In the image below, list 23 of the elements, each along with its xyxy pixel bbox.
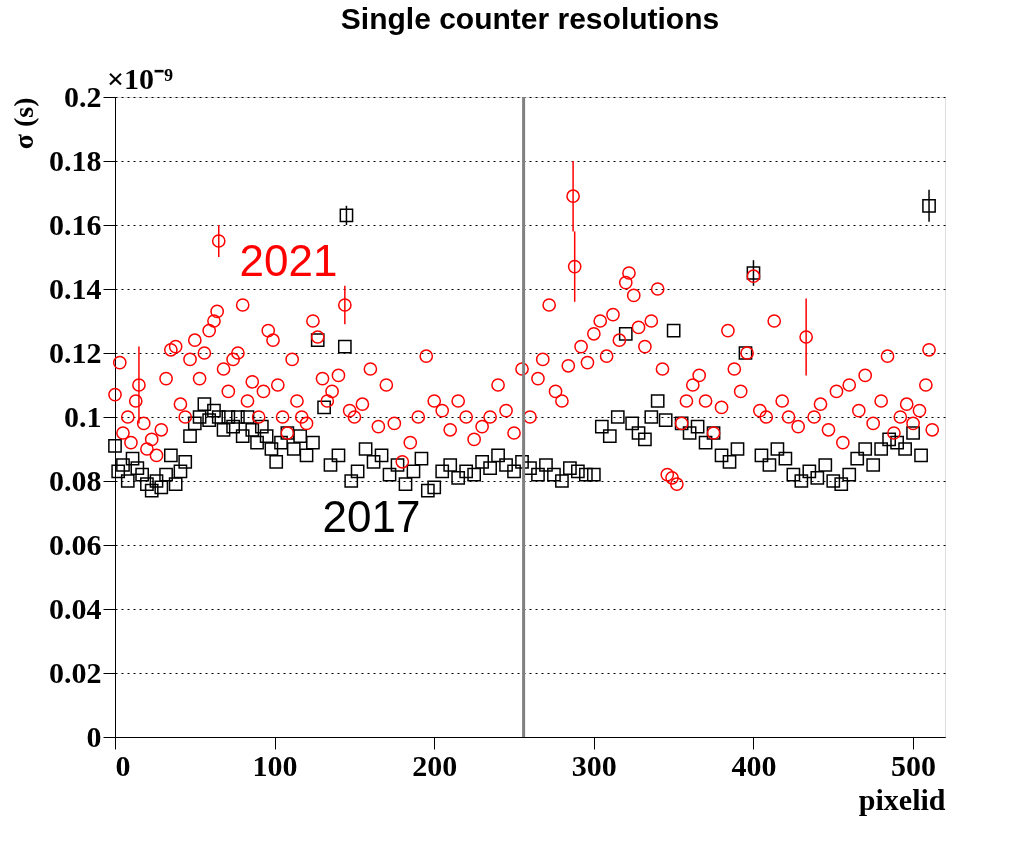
y-tick-label: 0.16 bbox=[49, 207, 102, 241]
x-tick-label: 500 bbox=[891, 748, 937, 782]
text: ×10⁻⁹ bbox=[107, 62, 174, 95]
y-tick-label: 0.06 bbox=[49, 527, 102, 561]
series-label: 2021 bbox=[239, 236, 338, 286]
y-axis-title: σ (s) bbox=[8, 97, 39, 150]
y-tick-label: 0.08 bbox=[49, 463, 102, 497]
x-tick-label: 0 bbox=[115, 748, 131, 782]
x-tick-label: 200 bbox=[412, 748, 458, 782]
y-tick-label: 0.18 bbox=[49, 143, 102, 177]
x-tick-label: 300 bbox=[571, 748, 617, 782]
y-tick-label: 0.02 bbox=[49, 655, 102, 689]
y-tick-label: 0 bbox=[86, 719, 102, 753]
y-tick-label: 0.12 bbox=[49, 335, 102, 369]
y-tick-label: 0.1 bbox=[64, 399, 102, 433]
chart-title: Single counter resolutions bbox=[340, 2, 720, 35]
series-label: 2017 bbox=[322, 492, 421, 542]
y-tick-label: 0.14 bbox=[49, 271, 102, 305]
y-tick-label: 0.2 bbox=[64, 79, 102, 113]
x-tick-label: 400 bbox=[731, 748, 777, 782]
x-tick-label: 100 bbox=[252, 748, 298, 782]
x-axis-title: pixelid bbox=[858, 782, 946, 816]
y-tick-label: 0.04 bbox=[49, 591, 102, 625]
